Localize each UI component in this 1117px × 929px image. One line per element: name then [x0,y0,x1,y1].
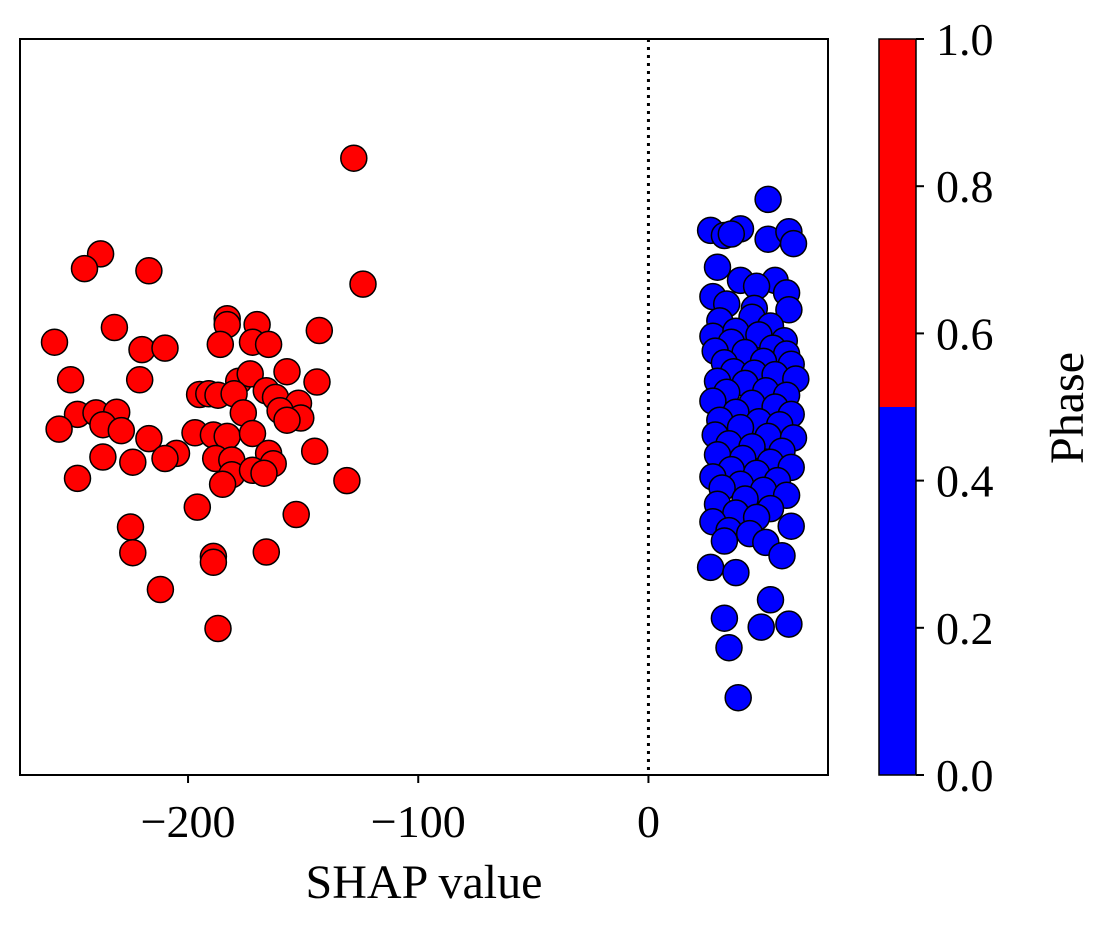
plot-frame [19,38,829,776]
scatter-point [63,464,92,493]
x-tick-label: −200 [141,796,236,847]
scatter-point [135,257,163,285]
scatter-point [56,366,85,394]
scatter-points [40,144,810,712]
scatter-point [238,419,267,448]
scatter-point [724,683,752,712]
scatter-point [710,527,739,555]
scatter-point [768,541,796,570]
colorbar-tick-label: 0.8 [936,161,994,212]
scatter-point [300,437,329,465]
scatter-point [252,538,281,566]
colorbar-tick-label: 1.0 [936,14,994,65]
x-tick-label: 0 [637,796,660,847]
scatter-point [779,229,808,258]
plot-border [19,38,829,776]
scatter-point [119,538,147,567]
scatter-point [696,553,725,582]
scatter-point [128,335,156,364]
colorbar-tick-label: 0.6 [936,308,994,359]
colorbar-segment [879,407,916,775]
scatter-point [45,415,73,443]
scatter-point [89,443,117,471]
scatter-point [305,316,334,345]
scatter-point [722,558,750,587]
scatter-point [183,493,212,521]
scatter-point [107,416,136,445]
scatter-point [70,254,99,283]
scatter-point [208,470,237,499]
scatter-point [204,614,232,643]
scatter-point [151,444,179,473]
x-axis-label: SHAP value [306,856,543,909]
colorbar-tick-label: 0.4 [936,456,994,507]
scatter-point [349,270,377,298]
scatter-point [340,144,368,172]
scatter-point [199,548,228,577]
scatter-point [135,424,163,453]
scatter-point [206,330,235,359]
scatter-point [119,448,147,476]
colorbar-segment [879,39,916,407]
colorbar-tick-label: 0.0 [936,750,994,801]
colorbar-label: Phase [1041,352,1094,464]
x-axis: −200 −100 0 [141,775,660,847]
scatter-point [775,610,803,638]
colorbar: 0.0 0.2 0.4 0.6 0.8 1.0 [878,14,994,801]
scatter-point [273,357,301,386]
scatter-point [754,185,782,214]
plot-background [20,39,828,775]
scatter-point [125,366,154,394]
scatter-point [282,500,310,529]
scatter-point [100,313,129,342]
x-tick-label: −100 [371,796,466,847]
scatter-point [717,220,746,248]
scatter-point [747,613,775,641]
scatter-point [273,406,301,434]
colorbar-tick-label: 0.2 [936,603,994,654]
scatter-point [777,512,805,540]
scatter-point [703,253,732,281]
scatter-point [775,296,803,324]
scatter-point [151,334,179,362]
scatter-point [710,604,739,632]
scatter-point [333,466,361,495]
scatter-point [116,513,145,541]
scatter-point [250,459,278,487]
scatter-point [236,360,264,388]
scatter-point [254,330,283,359]
scatter-point [146,575,175,604]
scatter-point [715,633,743,662]
scatter-point [40,328,69,356]
scatter-point [756,586,785,614]
plot-area [20,39,828,775]
scatter-point [303,368,331,396]
colorbar-border [878,38,917,776]
